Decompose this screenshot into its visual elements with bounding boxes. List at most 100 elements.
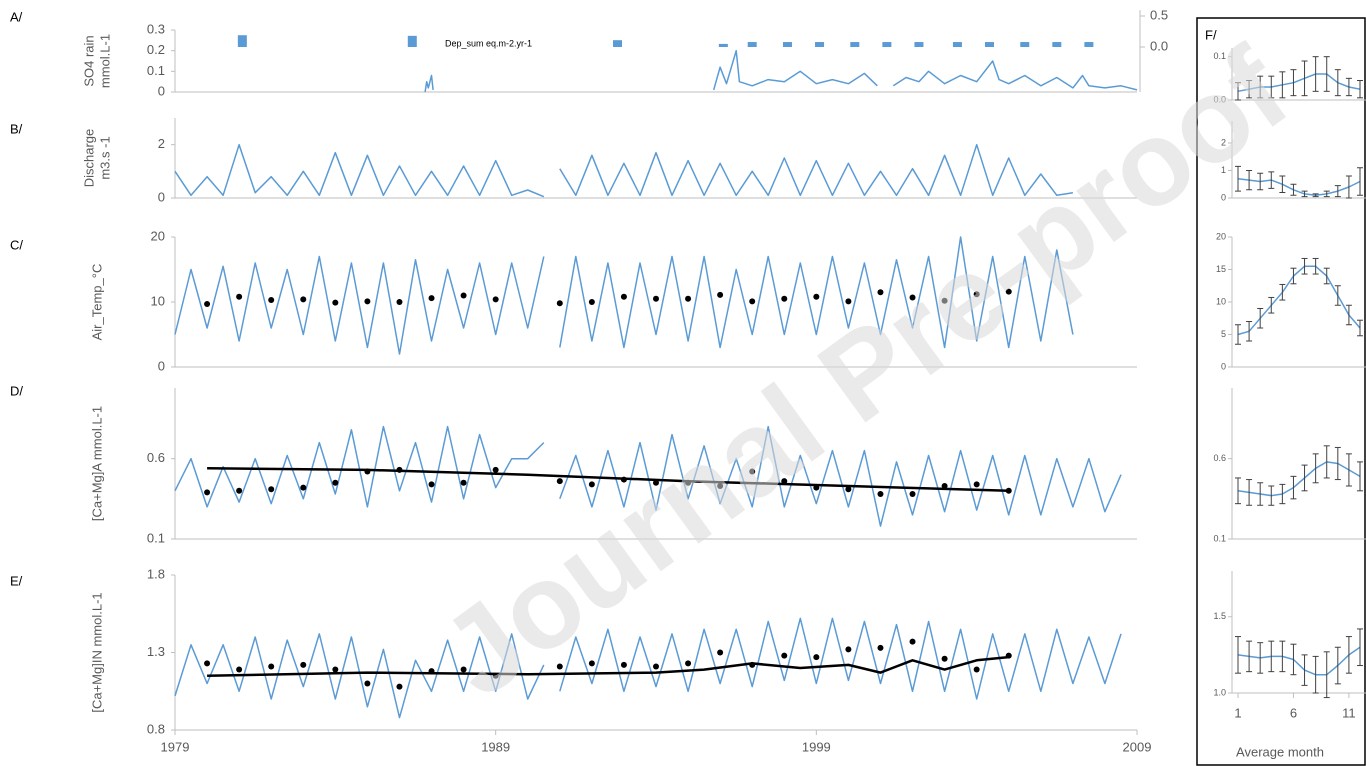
error-bar [1312, 193, 1319, 198]
line [207, 655, 1009, 678]
legend-label: Dep_sum eq.m-2.yr-1 [445, 38, 532, 48]
dot [460, 479, 467, 486]
y-axis-title: Air_Temp_°C [89, 264, 104, 341]
y-tick-label: 0 [158, 83, 165, 98]
dot [1005, 288, 1012, 295]
dot [653, 663, 659, 670]
y-tick-label: 10 [1216, 296, 1226, 306]
dot [717, 291, 724, 298]
error-bar [1279, 483, 1286, 505]
panel: 0.1 0.6 [1213, 388, 1366, 543]
error-bar [1235, 324, 1241, 345]
error-bar [1257, 642, 1264, 674]
error-bar [1357, 80, 1363, 99]
dot [973, 666, 980, 673]
error-bar [1323, 267, 1330, 285]
y-tick-label: 1.5 [1213, 611, 1226, 621]
dot [845, 646, 852, 653]
dot [492, 466, 499, 473]
dot [941, 482, 948, 489]
y-tick-label: 0.0 [1150, 38, 1168, 53]
y-tick-label: 0.1 [1213, 51, 1226, 61]
bar [407, 35, 417, 47]
error-bar [1345, 304, 1352, 326]
error-bar [1334, 285, 1341, 306]
dot [492, 296, 499, 303]
dot [717, 482, 724, 489]
x-tick-label: 1979 [161, 739, 190, 754]
panel: 0 5 10 15 20 [1216, 231, 1366, 371]
y-tick-label: 0 [158, 358, 165, 373]
dot [813, 654, 820, 661]
y-tick-label: 0.3 [147, 21, 165, 36]
x-tick-label: 1989 [481, 739, 510, 754]
panel-label: B/ [10, 121, 23, 136]
error-bar [1290, 183, 1297, 196]
y-tick-label: 15 [1216, 264, 1226, 274]
error-bar [1334, 646, 1341, 685]
dot [428, 295, 435, 302]
panel-label: C/ [10, 237, 23, 252]
dot [973, 291, 980, 298]
error-bar [1235, 477, 1241, 505]
dot [877, 491, 884, 498]
y-tick-label: 5 [1221, 329, 1226, 339]
error-bar [1323, 445, 1330, 479]
y-tick-label: 0 [1221, 192, 1226, 202]
error-bar [1246, 479, 1253, 506]
line [207, 467, 1009, 493]
dot [556, 300, 563, 307]
error-bar [1323, 56, 1330, 92]
dot [204, 489, 211, 496]
dot [364, 298, 371, 305]
y-axis-title: m3.s -1 [97, 136, 112, 179]
error-bar [1257, 75, 1264, 99]
y-tick-label: 0.2 [147, 42, 165, 57]
dot [556, 478, 563, 485]
y-axis-title: mmol.L-1 [97, 34, 112, 88]
dot [236, 293, 243, 300]
dot [620, 293, 627, 300]
error-bar [1268, 640, 1275, 673]
dot [236, 487, 243, 494]
error-bar [1312, 56, 1319, 92]
y-tick-label: 0.8 [147, 721, 165, 736]
y-tick-label: 10 [151, 293, 165, 308]
bar [237, 35, 247, 47]
error-bar [1290, 475, 1297, 500]
dot [396, 683, 403, 690]
x-axis-title: Average month [1236, 744, 1324, 759]
x-tick-label: 11 [1342, 705, 1356, 720]
y-tick-label: 1.3 [147, 644, 165, 659]
panel-label: F/ [1205, 27, 1217, 42]
dot [332, 666, 339, 673]
panel: A/SO4 rain mmol.L-1 0 0.1 0.2 0.3 0.0 0.5 Dep_su… [10, 7, 1168, 98]
bar [850, 42, 860, 47]
dot [300, 296, 307, 303]
dot [428, 481, 435, 488]
dot [460, 292, 467, 299]
dot [973, 481, 980, 488]
error-bar [1323, 651, 1330, 699]
dot [396, 299, 403, 305]
dot [941, 655, 948, 662]
y-tick-label: 0.6 [1213, 453, 1226, 463]
error-bar [1301, 654, 1308, 686]
y-tick-label: 0.0 [1213, 94, 1226, 104]
error-bar [1257, 172, 1264, 191]
error-bar [1257, 482, 1264, 506]
dot [236, 666, 243, 673]
error-bar [1246, 80, 1253, 99]
dot [909, 638, 916, 645]
dot [717, 649, 724, 656]
dot [1005, 487, 1012, 494]
y-tick-label: 2 [1221, 137, 1226, 147]
error-bar [1334, 69, 1341, 97]
y-tick-label: 1 [1221, 165, 1226, 175]
error-bar [1246, 321, 1253, 342]
bar [882, 42, 892, 47]
dot [909, 294, 916, 301]
bar [747, 42, 757, 47]
error-bar [1268, 171, 1275, 189]
error-bar [1301, 257, 1308, 275]
